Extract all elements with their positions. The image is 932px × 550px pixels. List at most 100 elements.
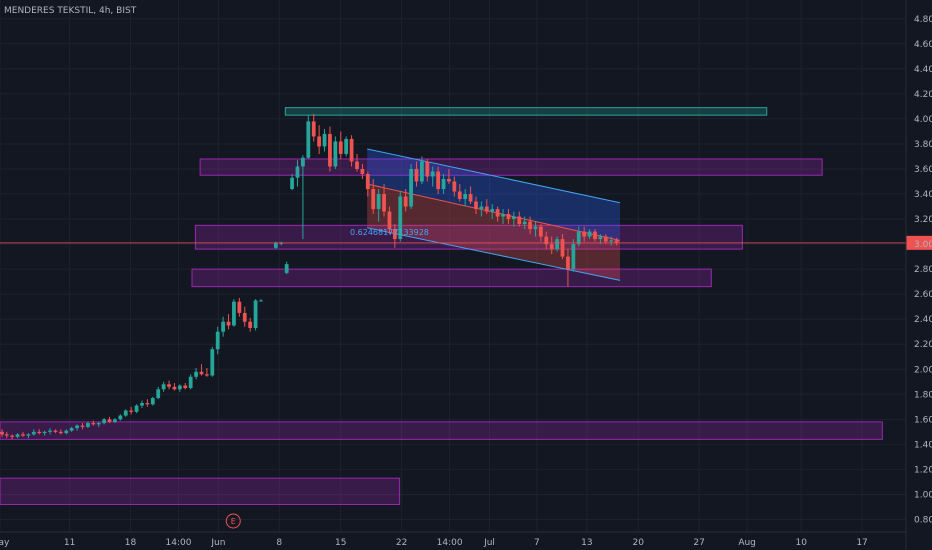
candle-body (172, 386, 177, 390)
candle-body (311, 121, 316, 137)
support-resistance-zone (199, 158, 823, 176)
x-tick-label: Jul (483, 538, 495, 548)
candle-body (232, 301, 236, 326)
y-tick-label: 1.60 (914, 415, 932, 425)
candle-body (167, 384, 171, 387)
y-tick-label: 2.20 (914, 340, 932, 350)
candle-body (452, 181, 457, 192)
candle-body (355, 161, 359, 169)
candle-body (86, 423, 90, 427)
candle-body (237, 301, 242, 313)
candle-body (134, 405, 139, 412)
candle-body (26, 434, 31, 436)
candle-body (64, 430, 69, 434)
candle-body (21, 434, 25, 436)
x-tick-label: 11 (64, 538, 75, 548)
candles (0, 113, 619, 440)
candle-body (80, 425, 85, 427)
candle-body (15, 434, 20, 437)
x-tick-label: 14:00 (166, 538, 192, 548)
y-tick-label: 4.00 (914, 115, 932, 125)
candle-body (522, 221, 527, 225)
candle-body (183, 385, 188, 389)
candle-body (382, 194, 386, 212)
candle-body (539, 226, 543, 237)
candle-body (533, 226, 538, 230)
candle-body (420, 161, 424, 182)
candle-body (582, 231, 587, 237)
candle-body (360, 168, 365, 174)
y-tick-label: 4.40 (914, 65, 932, 75)
candle-body (107, 419, 112, 422)
candle-body (69, 428, 74, 431)
candle-body (58, 431, 63, 434)
x-tick-label: 17 (856, 538, 867, 548)
candle-body (0, 431, 4, 435)
candle-body (447, 179, 451, 182)
candle-body (102, 419, 107, 424)
candle-body (349, 138, 354, 162)
candle-body (474, 201, 478, 210)
candle-body (506, 214, 511, 220)
candle-body (156, 389, 161, 399)
candle-body (96, 423, 101, 425)
candle-body (555, 239, 560, 250)
candle-body (609, 240, 614, 242)
candle-body (528, 221, 532, 230)
candle-body (273, 242, 278, 248)
candle-body (145, 403, 150, 405)
x-tick-label: Aug (738, 538, 756, 548)
candle-body (48, 430, 52, 432)
candle-body (322, 133, 327, 147)
candle-body (544, 236, 549, 245)
candle-body (457, 191, 462, 200)
channel-upper-fill (367, 148, 621, 241)
earnings-marker-label: E (231, 517, 236, 526)
candle-body (248, 321, 253, 328)
candle-body (284, 264, 289, 273)
candle-body (365, 173, 370, 190)
candle-body (221, 321, 226, 332)
candle-body (603, 236, 608, 242)
channel-upper-line (367, 148, 621, 204)
y-tick-label: 1.80 (914, 390, 932, 400)
candle-body (204, 374, 209, 376)
candle-body (226, 321, 231, 326)
candle-body (571, 244, 576, 270)
candle-body (436, 171, 441, 190)
y-tick-label: 3.00 (914, 240, 932, 250)
candle-body (398, 196, 403, 240)
y-tick-label: 4.60 (914, 40, 932, 50)
candle-body (215, 331, 220, 350)
y-tick-label: 3.80 (914, 140, 932, 150)
candle-body (91, 423, 96, 425)
candle-body (188, 376, 193, 389)
y-tick-label: 2.80 (914, 265, 932, 275)
candle-body (10, 435, 15, 437)
last-price-badge (906, 235, 932, 250)
earnings-marker-icon (225, 513, 241, 529)
candle-body (614, 240, 619, 243)
x-tick-label: 8 (276, 538, 282, 548)
candle-body (295, 166, 300, 178)
candle-body (242, 312, 247, 322)
candle-body (468, 194, 473, 202)
y-tick-label: 3.60 (914, 165, 932, 175)
candle-body (301, 157, 305, 167)
x-tick-label: 15 (335, 538, 346, 548)
candle-body (259, 300, 263, 302)
candle-body (31, 431, 36, 435)
x-tick-label: 20 (633, 538, 645, 548)
candle-body (123, 410, 128, 416)
candle-body (511, 216, 516, 220)
chart-title: MENDERES TEKSTIL, 4h, BIST (4, 6, 137, 16)
y-tick-label: 1.00 (914, 490, 932, 500)
support-resistance-zone (191, 268, 712, 288)
y-tick-label: 2.60 (914, 290, 932, 300)
candle-body (75, 425, 79, 429)
y-tick-label: 4.20 (914, 90, 932, 100)
candle-body (403, 196, 408, 207)
candle-body (501, 214, 505, 217)
